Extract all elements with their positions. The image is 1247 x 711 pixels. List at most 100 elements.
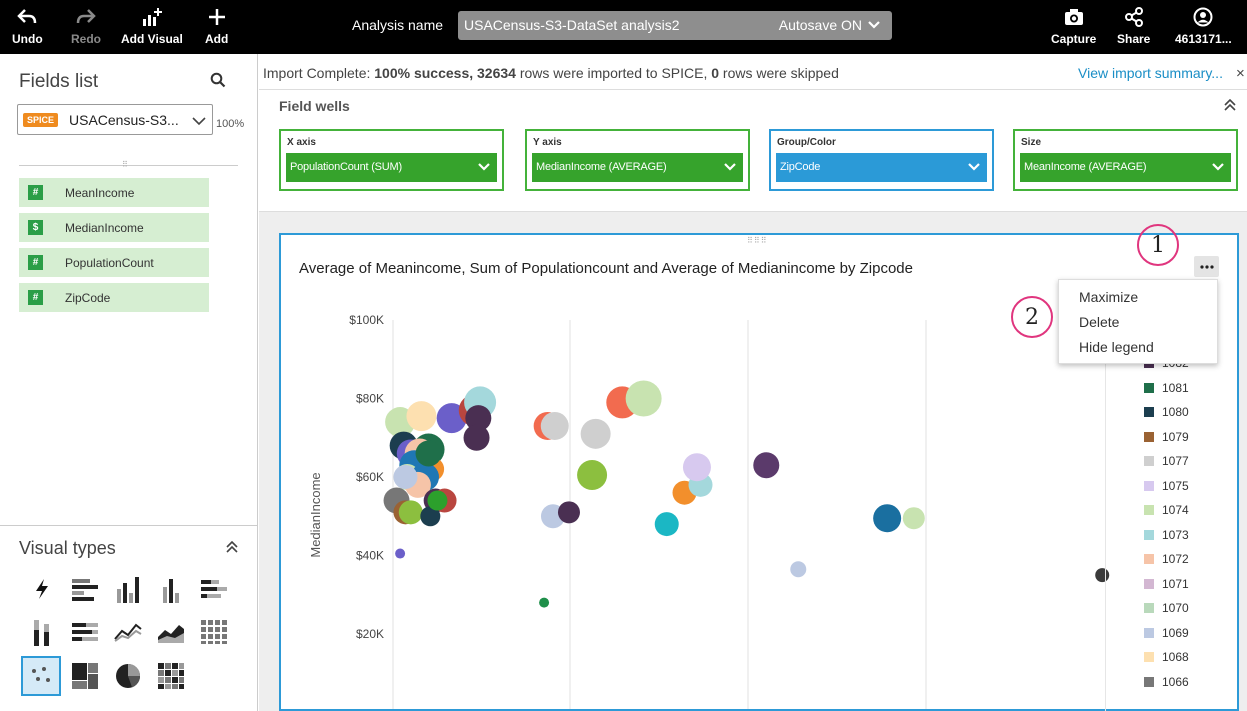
collapse-icon[interactable] (1223, 98, 1237, 116)
import-suffix: rows were skipped (719, 65, 839, 81)
y-tick-label: $60K (356, 470, 384, 484)
more-options-icon (1199, 264, 1214, 269)
scatter-point[interactable] (790, 561, 807, 578)
scatter-point[interactable] (902, 507, 925, 530)
scatter-point[interactable] (577, 460, 608, 491)
scatter-points (383, 380, 1110, 608)
search-icon[interactable] (210, 72, 226, 93)
scatter-point[interactable] (398, 500, 423, 525)
clustered-bar-chart-icon[interactable] (151, 569, 191, 609)
legend-item[interactable]: 1081 (1144, 380, 1189, 396)
tree-map-icon[interactable] (65, 656, 105, 696)
field-item[interactable]: # ZipCode (19, 283, 209, 312)
menu-item-hide-legend[interactable]: Hide legend (1079, 339, 1154, 355)
scatter-point[interactable] (406, 401, 437, 432)
legend-swatch (1144, 505, 1154, 515)
scatter-point[interactable] (625, 380, 662, 417)
resize-grip-icon[interactable]: ⠿ (122, 160, 129, 169)
stacked-bar-chart-icon[interactable] (194, 569, 234, 609)
scatter-plot-icon[interactable] (21, 656, 61, 696)
legend-item[interactable]: 1066 (1144, 674, 1189, 690)
close-icon[interactable]: × (1236, 65, 1245, 82)
analysis-name-field[interactable]: USACensus-S3-DataSet analysis2 Autosave … (458, 11, 892, 40)
scatter-point[interactable] (420, 506, 441, 527)
spice-percent: 100% (216, 118, 245, 130)
capture-button[interactable]: Capture (1051, 4, 1096, 46)
size-well[interactable]: Size MeanIncome (AVERAGE) (1013, 129, 1238, 191)
legend-item[interactable]: 1075 (1144, 478, 1189, 494)
field-wells-title: Field wells (279, 98, 350, 114)
legend-label: 1077 (1162, 454, 1189, 468)
chevron-down-icon (967, 162, 981, 175)
collapse-icon[interactable] (225, 540, 239, 558)
well-value: ZipCode (780, 161, 821, 173)
area-chart-icon[interactable] (151, 612, 191, 652)
pie-chart-icon[interactable] (108, 656, 148, 696)
vertical-bar-chart-icon[interactable] (108, 569, 148, 609)
scatter-point[interactable] (393, 465, 418, 489)
field-item[interactable]: $ MedianIncome (19, 213, 209, 242)
percent-bar-chart-icon[interactable] (65, 612, 105, 652)
autograph-icon[interactable] (22, 569, 62, 609)
scatter-point[interactable] (580, 418, 611, 449)
redo-button[interactable]: Redo (71, 4, 101, 46)
scatter-point[interactable] (539, 597, 550, 608)
legend-item[interactable]: 1077 (1144, 453, 1189, 469)
line-chart-icon[interactable] (108, 612, 148, 652)
horizontal-bar-chart-icon[interactable] (65, 569, 105, 609)
scatter-point[interactable] (463, 424, 490, 451)
legend-item[interactable]: 1069 (1144, 625, 1189, 641)
dataset-select[interactable]: SPICE USACensus-S3... (17, 104, 213, 135)
scatter-point[interactable] (540, 411, 569, 440)
legend-item[interactable]: 1071 (1144, 576, 1189, 592)
scatter-point[interactable] (395, 548, 406, 559)
legend-item[interactable]: 1068 (1144, 649, 1189, 665)
x-axis-field-dropdown[interactable]: PopulationCount (SUM) (286, 153, 497, 182)
share-button[interactable]: Share (1117, 4, 1150, 46)
field-item[interactable]: # PopulationCount (19, 248, 209, 277)
y-axis-title: MedianIncome (308, 472, 323, 557)
scatter-point[interactable] (465, 405, 492, 432)
menu-item-maximize[interactable]: Maximize (1079, 289, 1139, 305)
x-axis-well[interactable]: X axis PopulationCount (SUM) (279, 129, 504, 191)
account-menu[interactable]: 4613171... (1175, 4, 1232, 46)
scatter-point[interactable] (654, 512, 679, 537)
undo-button[interactable]: Undo (12, 4, 43, 46)
legend-label: 1072 (1162, 552, 1189, 566)
legend-item[interactable]: 1070 (1144, 600, 1189, 616)
y-axis-well[interactable]: Y axis MedianIncome (AVERAGE) (525, 129, 750, 191)
scatter-point[interactable] (557, 501, 580, 524)
group-color-field-dropdown[interactable]: ZipCode (776, 153, 987, 182)
legend-item[interactable]: 1074 (1144, 502, 1189, 518)
add-button[interactable]: Add (205, 4, 228, 46)
drag-handle-icon[interactable]: ⠿⠿⠿ (747, 236, 768, 245)
scatter-point[interactable] (873, 504, 902, 533)
pivot-table-icon[interactable] (194, 612, 234, 652)
stacked-column-chart-icon[interactable] (22, 612, 62, 652)
legend-swatch (1144, 652, 1154, 662)
scatter-point[interactable] (427, 490, 448, 511)
scatter-point[interactable] (682, 453, 711, 482)
scatter-point[interactable] (415, 440, 442, 467)
chevron-down-icon (192, 113, 206, 131)
y-axis-field-dropdown[interactable]: MedianIncome (AVERAGE) (532, 153, 743, 182)
view-import-summary-link[interactable]: View import summary... (1078, 65, 1223, 81)
group-color-well[interactable]: Group/Color ZipCode (769, 129, 994, 191)
heat-map-icon[interactable] (151, 656, 191, 696)
legend-item[interactable]: 1072 (1144, 551, 1189, 567)
menu-item-delete[interactable]: Delete (1079, 314, 1120, 330)
legend-item[interactable]: 1073 (1144, 527, 1189, 543)
visual-menu-button[interactable] (1194, 256, 1219, 277)
field-item[interactable]: # MeanIncome (19, 178, 209, 207)
size-field-dropdown[interactable]: MeanIncome (AVERAGE) (1020, 153, 1231, 182)
legend-item[interactable]: 1080 (1144, 404, 1189, 420)
legend-item[interactable]: 1079 (1144, 429, 1189, 445)
scatter-point[interactable] (753, 452, 780, 479)
field-name: ZipCode (65, 290, 111, 305)
analysis-name-value[interactable]: USACensus-S3-DataSet analysis2 (464, 17, 680, 33)
add-visual-button[interactable]: Add Visual (121, 4, 183, 46)
import-success-count: 100% success, 32634 (374, 65, 516, 81)
scatter-point[interactable] (1095, 568, 1110, 583)
chevron-down-icon (477, 162, 491, 175)
autosave-dropdown[interactable]: Autosave ON (779, 17, 880, 33)
